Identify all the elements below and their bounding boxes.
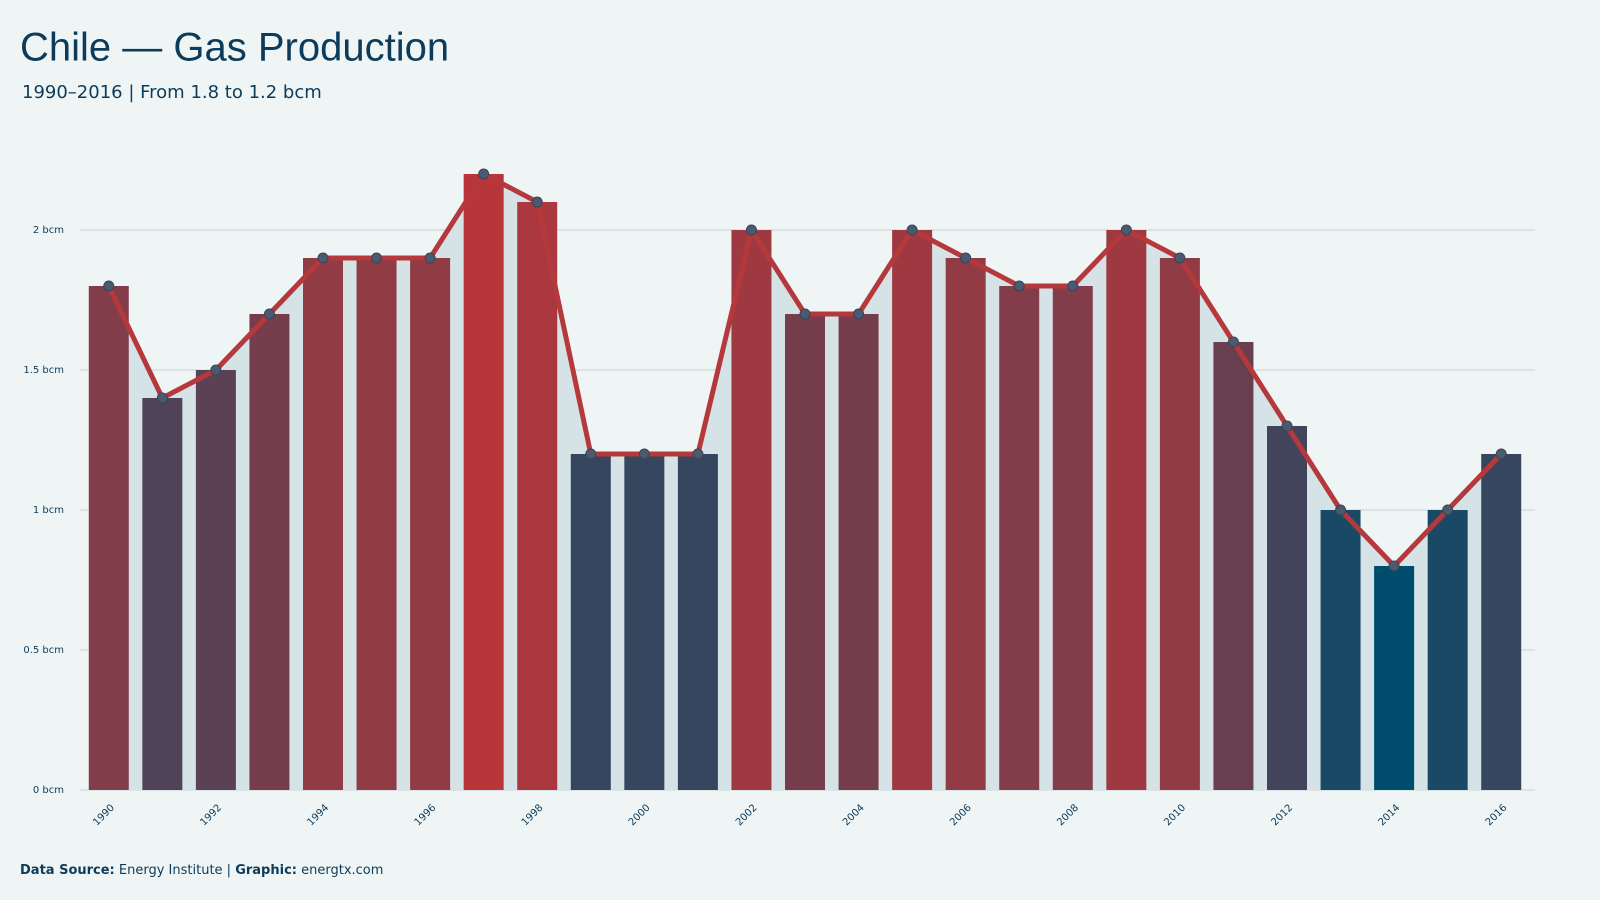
point: [103, 280, 115, 292]
x-tick-label: 2014: [1377, 802, 1403, 828]
bar: [892, 230, 933, 790]
x-tick-label: 1990: [91, 802, 117, 828]
bar: [677, 454, 718, 790]
chart-subtitle: 1990–2016 | From 1.8 to 1.2 bcm: [22, 82, 322, 103]
bar: [303, 258, 343, 790]
bar: [999, 286, 1040, 790]
bar: [1267, 426, 1307, 790]
graphic-label: Graphic:: [235, 863, 297, 878]
source: Energy Institute |: [119, 863, 231, 878]
point: [1013, 280, 1025, 292]
point: [1495, 448, 1507, 460]
point: [1120, 224, 1132, 236]
point: [745, 224, 757, 236]
point: [371, 252, 383, 264]
point: [210, 364, 222, 376]
x-tick-label: 1996: [413, 802, 439, 828]
bar: [463, 174, 504, 790]
x-tick-label: 1998: [520, 802, 546, 828]
bar: [88, 286, 129, 790]
bar: [142, 398, 183, 790]
point: [585, 448, 597, 460]
point: [478, 168, 490, 180]
point: [1067, 280, 1079, 292]
bar: [838, 314, 879, 790]
y-tick-label: 1 bcm: [33, 505, 64, 516]
bar: [356, 258, 397, 790]
bar: [624, 454, 665, 790]
point: [317, 252, 329, 264]
point: [531, 196, 543, 208]
bar: [1052, 286, 1093, 790]
bar: [517, 202, 558, 790]
bar: [1427, 510, 1468, 790]
point: [156, 392, 168, 404]
bar: [1213, 342, 1254, 790]
bar: [1159, 258, 1200, 790]
x-tick-label: 2012: [1269, 802, 1295, 828]
y-tick-label: 0.5 bcm: [23, 645, 64, 656]
point: [1227, 336, 1239, 348]
bar: [945, 258, 986, 790]
point: [906, 224, 918, 236]
point: [692, 448, 704, 460]
y-tick-label: 2 bcm: [33, 225, 64, 236]
bar: [1106, 230, 1147, 790]
point: [263, 308, 275, 320]
y-tick-label: 1.5 bcm: [23, 365, 64, 376]
x-tick-label: 2000: [627, 802, 653, 828]
x-tick-label: 2008: [1055, 802, 1081, 828]
x-tick-label: 2006: [948, 802, 974, 828]
bar: [785, 314, 825, 790]
graphic: energtx.com: [301, 863, 383, 878]
bar: [1374, 566, 1415, 790]
bar: [1481, 454, 1522, 790]
chart-title: Chile — Gas Production: [20, 26, 449, 70]
point: [853, 308, 865, 320]
point: [1335, 504, 1347, 516]
bar: [195, 370, 236, 790]
bar: [570, 454, 611, 790]
point: [1281, 420, 1293, 432]
bar: [1320, 510, 1361, 790]
point: [1442, 504, 1454, 516]
point: [638, 448, 650, 460]
bar: [410, 258, 451, 790]
x-tick-label: 2016: [1484, 802, 1510, 828]
bar: [249, 314, 290, 790]
y-tick-label: 0 bcm: [33, 785, 64, 796]
x-tick-label: 2002: [734, 802, 760, 828]
bar: [731, 230, 772, 790]
x-tick-label: 2010: [1162, 802, 1188, 828]
x-tick-label: 1994: [305, 802, 331, 828]
point: [960, 252, 972, 264]
source-label: Data Source:: [20, 863, 115, 878]
x-tick-label: 1992: [198, 802, 224, 828]
point: [1174, 252, 1186, 264]
x-tick-label: 2004: [841, 802, 867, 828]
point: [1388, 560, 1400, 572]
point: [424, 252, 436, 264]
point: [799, 308, 811, 320]
footer: Data Source: Energy Institute | Graphic:…: [20, 863, 383, 878]
